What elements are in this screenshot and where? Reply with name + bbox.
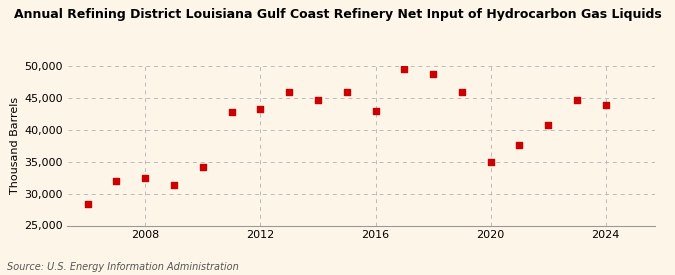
Text: Annual Refining District Louisiana Gulf Coast Refinery Net Input of Hydrocarbon : Annual Refining District Louisiana Gulf …	[14, 8, 662, 21]
Point	[399, 66, 410, 71]
Point	[255, 106, 266, 111]
Text: Source: U.S. Energy Information Administration: Source: U.S. Energy Information Administ…	[7, 262, 238, 272]
Point	[284, 89, 294, 94]
Y-axis label: Thousand Barrels: Thousand Barrels	[10, 97, 20, 194]
Point	[313, 98, 323, 102]
Point	[342, 89, 352, 94]
Point	[600, 103, 611, 107]
Point	[456, 89, 467, 94]
Point	[572, 98, 583, 102]
Point	[82, 202, 93, 206]
Point	[428, 72, 439, 76]
Point	[543, 123, 554, 128]
Point	[370, 108, 381, 113]
Point	[111, 179, 122, 183]
Point	[226, 110, 237, 114]
Point	[197, 165, 208, 170]
Point	[485, 160, 496, 164]
Point	[514, 143, 525, 147]
Point	[140, 176, 151, 180]
Point	[169, 183, 180, 187]
